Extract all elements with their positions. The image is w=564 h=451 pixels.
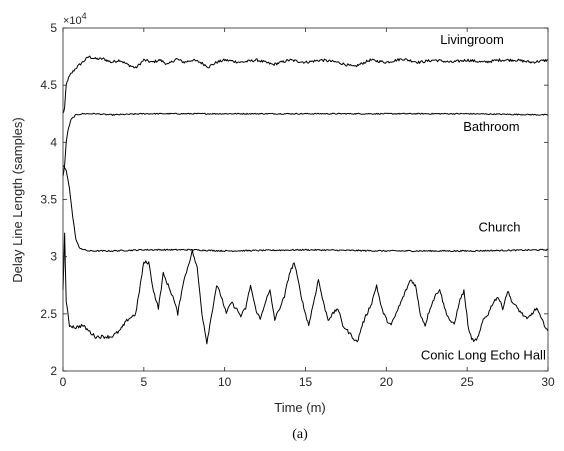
y-tick-label: 3 — [50, 250, 57, 264]
x-tick-label: 25 — [460, 375, 474, 389]
y-tick-label: 3.5 — [40, 193, 57, 207]
y-tick-label: 2.5 — [40, 307, 57, 321]
x-tick-label: 20 — [380, 375, 394, 389]
y-axis-label: Delay Line Length (samples) — [10, 117, 25, 282]
y-tick-label: 2 — [50, 364, 57, 378]
series-label-church: Church — [479, 220, 521, 235]
series-label-bathroom: Bathroom — [463, 119, 519, 134]
y-tick-label: 5 — [50, 21, 57, 35]
series-layer: Livingroom Bathroom Church Conic Long Echo … — [62, 32, 549, 363]
y-axis-multiplier-exponent: 4 — [82, 11, 87, 21]
y-axis-multiplier: ×104 — [63, 11, 87, 27]
x-axis-label: Time (m) — [274, 400, 326, 415]
x-tick-label: 5 — [140, 375, 147, 389]
y-tick-label: 4.5 — [40, 78, 57, 92]
x-tick-label: 15 — [299, 375, 313, 389]
figure-caption: (a) — [292, 427, 308, 442]
plot-frame — [62, 27, 549, 372]
series-label-livingroom: Livingroom — [440, 32, 504, 47]
x-tick-label: 10 — [218, 375, 232, 389]
series-label-conic-long-echo-hall: Conic Long Echo Hall — [421, 348, 546, 363]
axes-layer: 0 5 10 15 20 25 30 2 2.5 3 3.5 4 4.5 5 — [40, 21, 555, 389]
y-axis-multiplier-base: ×10 — [63, 15, 82, 27]
x-tick-label: 30 — [541, 375, 555, 389]
series-line-bathroom — [62, 112, 549, 177]
y-tick-label: 4 — [50, 135, 57, 149]
series-line-church — [62, 165, 549, 253]
series-line-conic-long-echo-hall — [62, 232, 549, 345]
x-tick-label: 0 — [60, 375, 67, 389]
series-line-livingroom — [62, 55, 549, 114]
